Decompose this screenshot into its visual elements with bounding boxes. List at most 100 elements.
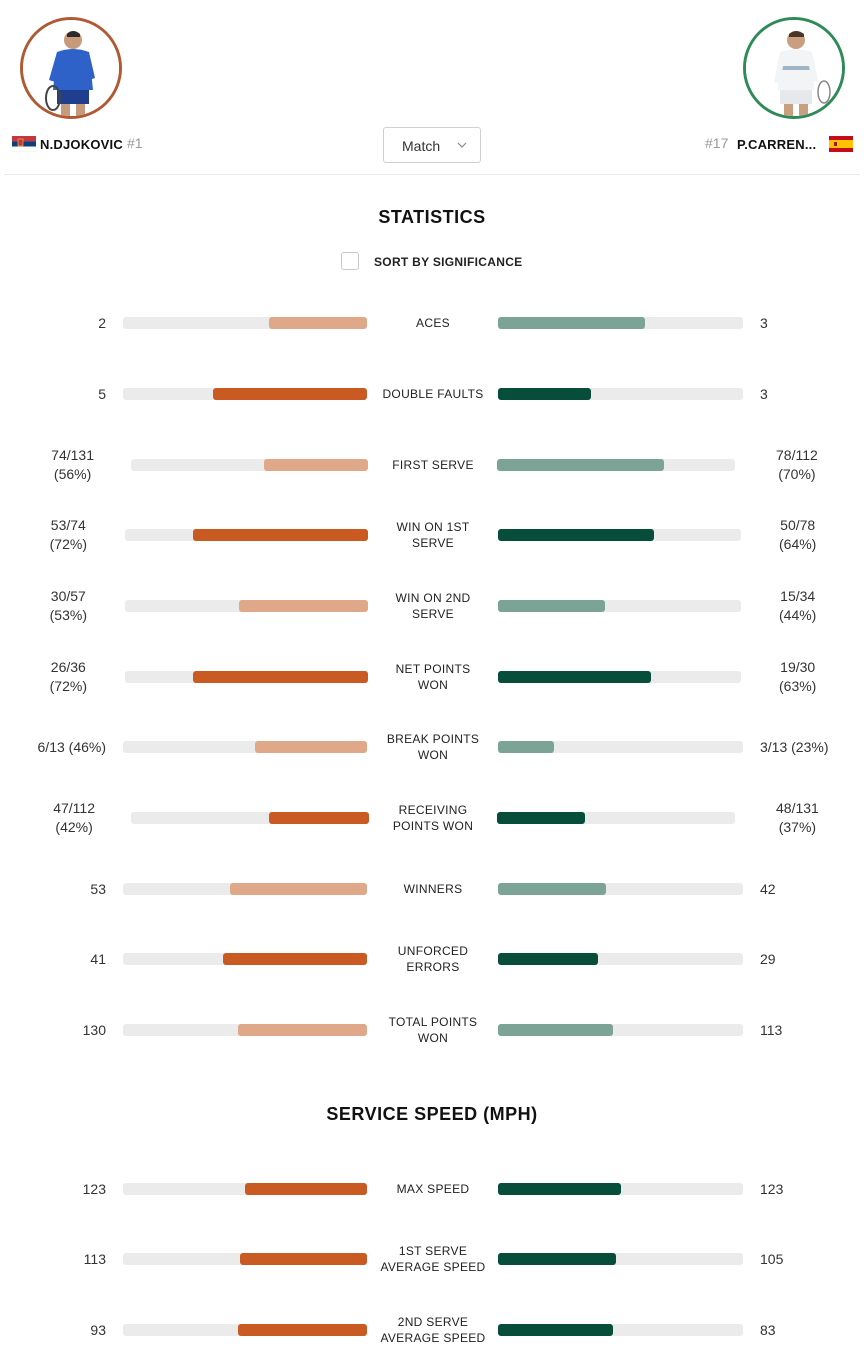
player2-bar-track [498,317,743,329]
player1-stat-text: 47/112 (42%) [53,800,95,835]
stat-label-text: NET POINTS WON [395,662,471,692]
stat-row: 6/13 (46%) BREAK POINTS WON 3/13 (23%) [0,717,864,777]
stat-label: TOTAL POINTS WON [370,1000,496,1060]
player1-bar-track [125,671,368,683]
player1-stat-text: 2 [98,314,106,331]
stat-label-text: RECEIVING POINTS WON [392,803,474,833]
stat-label-text: BREAK POINTS WON [386,732,480,762]
player2-name[interactable]: P.CARREN... [737,137,817,152]
player1-bar-track [125,600,368,612]
player2-bar-track [498,1024,743,1036]
player1-avatar [20,17,122,119]
stat-label-text: ACES [416,316,450,330]
stat-label-text: WINNERS [403,882,463,896]
stat-label: BREAK POINTS WON [370,717,496,777]
stat-label: 1ST SERVE AVERAGE SPEED [370,1229,496,1289]
player1-stat-value: 93 [0,1300,106,1360]
player1-name[interactable]: N.DJOKOVIC [40,137,123,152]
player2-stat-value: 50/78 (64%) [779,505,864,565]
player2-bar-fill [498,529,654,541]
player2-stat-value: 83 [760,1300,864,1360]
player1-stat-value: 113 [0,1229,106,1289]
player2-bar-fill [498,953,598,965]
spain-flag-icon [829,136,853,152]
player2-stat-value: 105 [760,1229,864,1289]
stat-label: 2ND SERVE AVERAGE SPEED [370,1300,496,1360]
player2-stat-text: 15/34 (44%) [779,588,817,623]
player1-stat-value: 6/13 (46%) [0,717,106,777]
player2-stat-value: 15/34 (44%) [779,576,864,636]
player2-bar-track [498,1324,743,1336]
player1-bar-track [123,741,367,753]
player2-stat-value: 78/112 (70%) [776,435,864,495]
player1-stat-value: 5 [0,364,106,424]
player1-bar-track [123,1183,367,1195]
player1-bar-fill [255,741,367,753]
player2-bar-fill [498,317,645,329]
player2-bar-track [498,671,741,683]
stat-label-text: TOTAL POINTS WON [388,1015,478,1045]
player2-stat-value: 48/131 (37%) [776,788,864,848]
player2-stat-value: 42 [760,859,864,919]
player1-stat-text: 5 [98,385,106,402]
player1-bar-fill [223,953,367,965]
stat-row: 47/112 (42%) RECEIVING POINTS WON 48/131 (… [0,788,864,848]
stat-label-text: 1ST SERVE AVERAGE SPEED [380,1244,486,1274]
player2-bar-fill [498,1324,613,1336]
player2-bar-fill [498,1183,621,1195]
player2-stat-value: 29 [760,929,864,989]
player2-stat-value: 19/30 (63%) [779,647,864,707]
player1-stat-value: 74/131 (56%) [0,435,94,495]
player2-stat-text: 83 [760,1321,776,1338]
player2-bar-track [498,600,741,612]
player2-stat-value: 123 [760,1159,864,1219]
player1-bar-track [125,529,368,541]
player1-bar-track [123,883,367,895]
statistics-title: STATISTICS [378,207,486,227]
player1-stat-text: 123 [82,1180,106,1197]
sort-by-significance-label[interactable]: SORT BY SIGNIFICANCE [374,255,523,269]
player1-stat-text: 26/36 (72%) [49,659,87,694]
player2-stat-text: 3 [760,385,768,402]
stat-label-text: WIN ON 1ST SERVE [396,520,470,550]
stat-label: UNFORCED ERRORS [370,929,496,989]
serbia-flag-icon [12,136,36,152]
player1-bar-fill [239,600,368,612]
player2-bar-fill [498,1024,613,1036]
player1-bar-fill [264,459,368,471]
stat-label-text: UNFORCED ERRORS [397,944,469,974]
player2-bar-track [497,812,735,824]
player1-stat-value: 47/112 (42%) [0,788,95,848]
player2-bar-track [498,1183,743,1195]
player1-stat-text: 6/13 (46%) [37,738,106,755]
player2-bar-fill [498,741,554,753]
player2-bar-track [498,883,743,895]
player2-bar-fill [498,1253,616,1265]
stat-row: 74/131 (56%) FIRST SERVE 78/112 (70%) [0,435,864,495]
player1-bar-fill [245,1183,367,1195]
player2-stat-value: 3 [760,293,864,353]
match-select[interactable]: Match [383,127,481,163]
sort-by-significance-checkbox[interactable] [341,252,359,270]
player2-stat-text: 50/78 (64%) [779,517,817,552]
stat-row: 123 MAX SPEED 123 [0,1159,864,1219]
player1-stat-value: 53 [0,859,106,919]
player2-bar-track [498,741,743,753]
stat-row: 130 TOTAL POINTS WON 113 [0,1000,864,1060]
player2-bar-track [498,953,743,965]
player2-avatar [743,17,845,119]
player2-stat-text: 3/13 (23%) [760,738,829,755]
player2-stat-value: 3 [760,364,864,424]
player1-stat-text: 41 [90,950,106,967]
player2-bar-fill [498,388,591,400]
chevron-down-icon [457,142,467,148]
player2-stat-text: 123 [760,1180,784,1197]
player1-bar-track [123,1024,367,1036]
player1-bar-track [123,317,367,329]
player1-rank: #1 [127,135,143,151]
stat-row: 30/57 (53%) WIN ON 2ND SERVE 15/34 (44%) [0,576,864,636]
player2-bar-fill [497,812,585,824]
stat-row: 53/74 (72%) WIN ON 1ST SERVE 50/78 (64%) [0,505,864,565]
player1-stat-text: 74/131 (56%) [51,447,94,482]
match-select-value: Match [402,138,441,154]
